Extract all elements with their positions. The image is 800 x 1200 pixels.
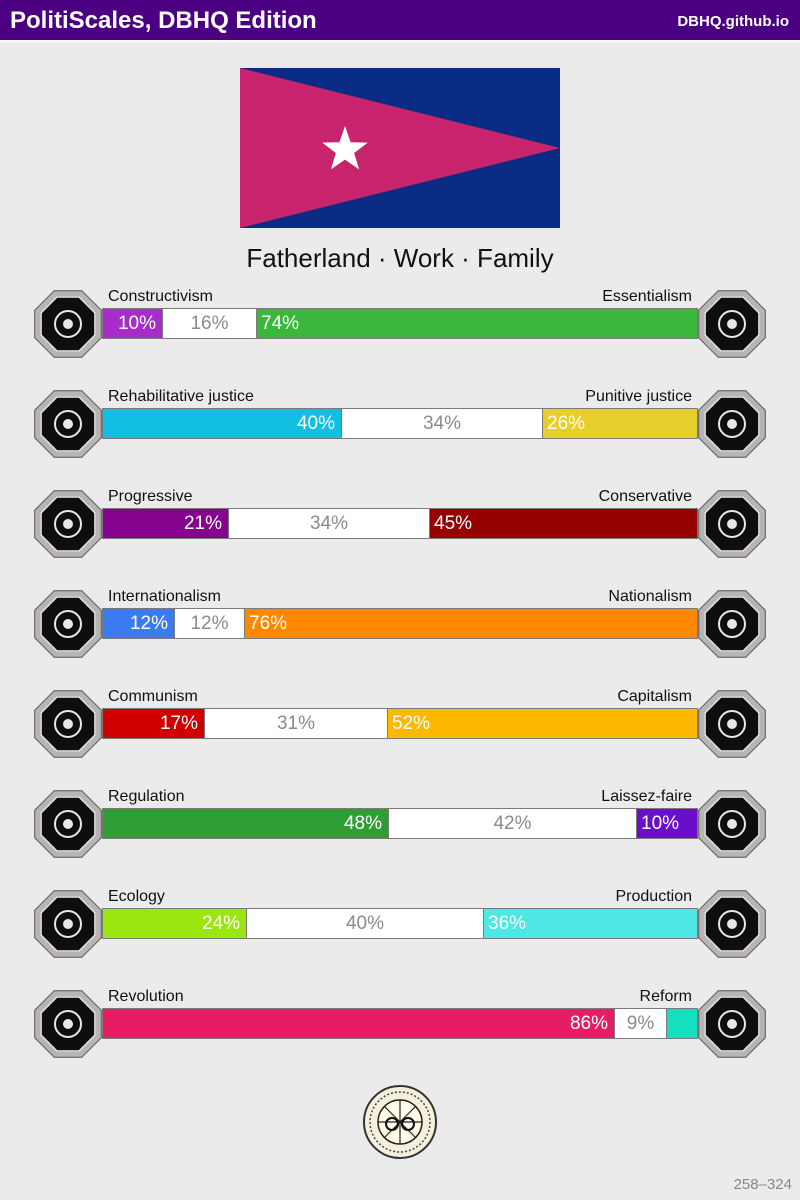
globe-icon <box>34 590 102 658</box>
axis-row: Revolution Reform 86% 9% <box>0 988 800 1068</box>
axis-left-segment: 24% <box>103 909 246 938</box>
butterfly-icon <box>698 790 766 858</box>
flag-icon <box>698 590 766 658</box>
axis-right-segment: 52% <box>388 709 697 738</box>
axis-middle-segment: 42% <box>388 809 637 838</box>
axis-left-segment: 40% <box>103 409 341 438</box>
axis-middle-segment: 12% <box>174 609 245 638</box>
axis-right-segment: 76% <box>245 609 697 638</box>
axis-left-label: Progressive <box>108 488 193 505</box>
seal-icon <box>363 1085 437 1159</box>
axis-right-label: Production <box>615 888 693 905</box>
prison-bars-icon <box>698 390 766 458</box>
header-bar: PolitiScales, DBHQ Edition DBHQ.github.i… <box>0 0 800 42</box>
axis-bar: 48% 42% 10% <box>102 808 698 839</box>
axis-middle-segment: 31% <box>204 709 388 738</box>
gear-icon <box>698 890 766 958</box>
axis-middle-segment: 34% <box>341 409 543 438</box>
axis-row: Regulation Laissez-faire 48% 42% 10% <box>0 788 800 868</box>
axis-right-label: Reform <box>639 988 692 1005</box>
ruler-compass-icon <box>34 790 102 858</box>
axis-bar: 24% 40% 36% <box>102 908 698 939</box>
axis-left-segment: 12% <box>103 609 174 638</box>
axis-left-segment: 86% <box>103 1009 614 1038</box>
axis-right-segment: 10% <box>637 809 697 838</box>
flower-icon <box>698 290 766 358</box>
result-code: 258–324 <box>733 1176 792 1193</box>
rocket-icon <box>34 490 102 558</box>
axis-left-segment: 10% <box>103 309 162 338</box>
axis-bar: 40% 34% 26% <box>102 408 698 439</box>
axis-left-label: Internationalism <box>108 588 221 605</box>
axis-right-segment: 45% <box>430 509 697 538</box>
axis-bar: 21% 34% 45% <box>102 508 698 539</box>
hammer-sickle-icon <box>34 690 102 758</box>
axis-row: Progressive Conservative 21% 34% 45% <box>0 488 800 568</box>
axis-bar: 86% 9% <box>102 1008 698 1039</box>
quill-icon <box>698 490 766 558</box>
axis-left-label: Rehabilitative justice <box>108 388 254 405</box>
axis-right-label: Nationalism <box>608 588 692 605</box>
axis-left-segment: 48% <box>103 809 388 838</box>
handshake-icon <box>34 390 102 458</box>
axis-row: Constructivism Essentialism 10% 16% 74% <box>0 288 800 368</box>
sprout-icon <box>34 890 102 958</box>
axis-left-label: Ecology <box>108 888 165 905</box>
fist-icon <box>34 990 102 1058</box>
axis-right-segment: 26% <box>543 409 697 438</box>
axis-right-label: Essentialism <box>602 288 692 305</box>
axis-row: Communism Capitalism 17% 31% 52% <box>0 688 800 768</box>
axis-middle-segment: 34% <box>228 509 430 538</box>
axis-right-segment: 74% <box>257 309 697 338</box>
axis-middle-segment: 9% <box>614 1009 667 1038</box>
axis-row: Internationalism Nationalism 12% 12% 76% <box>0 588 800 668</box>
flag-star-icon <box>322 126 368 170</box>
motto: Fatherland · Work · Family <box>246 243 554 273</box>
axis-left-label: Constructivism <box>108 288 213 305</box>
eye-icon <box>34 290 102 358</box>
axis-bar: 10% 16% 74% <box>102 308 698 339</box>
axis-row: Rehabilitative justice Punitive justice 40… <box>0 388 800 468</box>
axis-left-segment: 21% <box>103 509 228 538</box>
parliament-icon <box>698 990 766 1058</box>
money-bag-icon <box>698 690 766 758</box>
axis-right-label: Punitive justice <box>585 388 692 405</box>
app-title: PolitiScales, DBHQ Edition <box>10 7 317 34</box>
axis-right-label: Conservative <box>598 488 692 505</box>
axis-right-segment <box>667 1009 697 1038</box>
axis-middle-segment: 40% <box>246 909 484 938</box>
axis-middle-segment: 16% <box>162 309 257 338</box>
flag-triangle <box>240 68 560 228</box>
flag-image <box>240 68 560 228</box>
axis-left-label: Communism <box>108 688 198 705</box>
axis-right-label: Laissez-faire <box>601 788 692 805</box>
axis-right-label: Capitalism <box>617 688 692 705</box>
axis-right-segment: 36% <box>484 909 697 938</box>
axis-bar: 12% 12% 76% <box>102 608 698 639</box>
axis-left-label: Revolution <box>108 988 184 1005</box>
axis-bar: 17% 31% 52% <box>102 708 698 739</box>
site-link[interactable]: DBHQ.github.io <box>677 13 789 30</box>
axis-row: Ecology Production 24% 40% 36% <box>0 888 800 968</box>
axis-left-segment: 17% <box>103 709 204 738</box>
axis-left-label: Regulation <box>108 788 185 805</box>
